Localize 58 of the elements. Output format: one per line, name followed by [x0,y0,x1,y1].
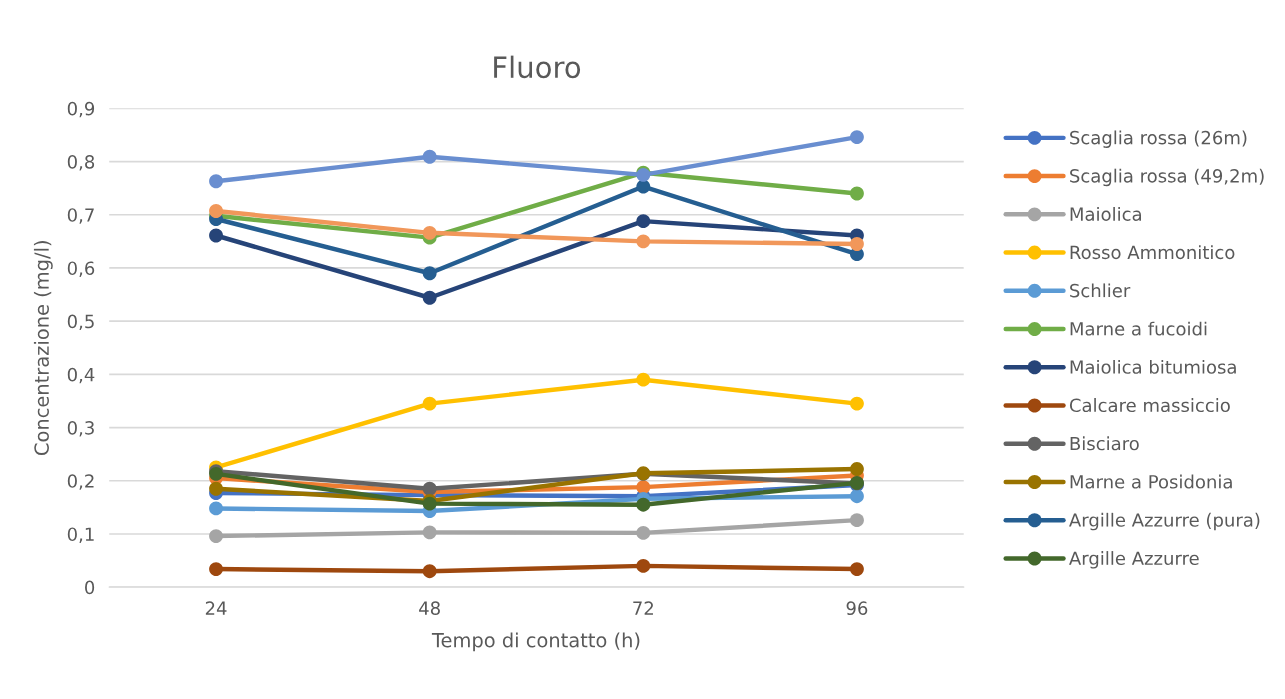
point [422,396,437,411]
x-axis-title: Tempo di contatto (h) [431,632,640,652]
point [849,489,864,504]
legend-label: Maiolica [1070,206,1141,221]
point [422,564,437,579]
x-tick-label: 72 [633,601,653,615]
point [422,525,437,540]
point [849,513,864,528]
legend-label: Calcare massiccio [1069,398,1230,413]
x-tick-label: 96 [846,601,868,616]
legend-label: Bisciaro [1070,436,1139,451]
legend-label: Argille Azzurre (pura) [1069,512,1260,531]
y-tick-label: 0,7 [67,208,94,224]
x-tick-label: 24 [205,601,227,615]
point [209,529,223,544]
legend-label: Schlier [1070,283,1131,298]
point [849,237,864,251]
legend-label: Argille Azzurre [1069,551,1199,569]
legend-label: Scaglia rossa (49,2m) [1070,168,1264,187]
point [849,396,864,411]
point [636,372,651,387]
point [636,214,651,229]
y-tick-label: 0,3 [67,421,94,437]
legend-label: Marne a Posidonia [1070,474,1232,489]
point [422,290,437,305]
y-tick-label: 0,4 [67,367,95,384]
point [422,225,437,240]
point [849,130,864,145]
y-tick-label: 0,8 [67,155,95,171]
point [636,525,651,540]
legend-label: Maiolica bitumiosa [1070,359,1236,374]
y-axis-title: Concentrazione (mg/l) [33,241,53,456]
x-tick-label: 48 [419,601,440,616]
legend-label: Marne a fucoidi [1070,321,1207,336]
legend-label: Scaglia rossa (26m) [1070,130,1247,148]
y-tick-label: 0,9 [67,101,95,118]
point [209,481,223,496]
point [209,562,223,577]
y-tick-label: 0,1 [67,527,94,543]
point [636,234,651,249]
y-tick-label: 0 [85,580,95,595]
y-tick-label: 0,5 [67,314,94,331]
legend-label: Rosso Ammonitico [1070,245,1235,260]
point [636,497,651,512]
point [422,266,437,281]
point [849,562,864,577]
y-tick-label: 0,2 [67,474,94,490]
point [209,228,223,243]
point [636,558,651,573]
point [209,174,223,189]
chart-title: Fluoro [494,55,581,79]
point [209,204,223,218]
point [209,501,223,516]
point [422,149,437,164]
point [849,462,864,476]
point [849,186,864,201]
point [636,179,651,194]
y-tick-label: 0,6 [67,261,95,277]
